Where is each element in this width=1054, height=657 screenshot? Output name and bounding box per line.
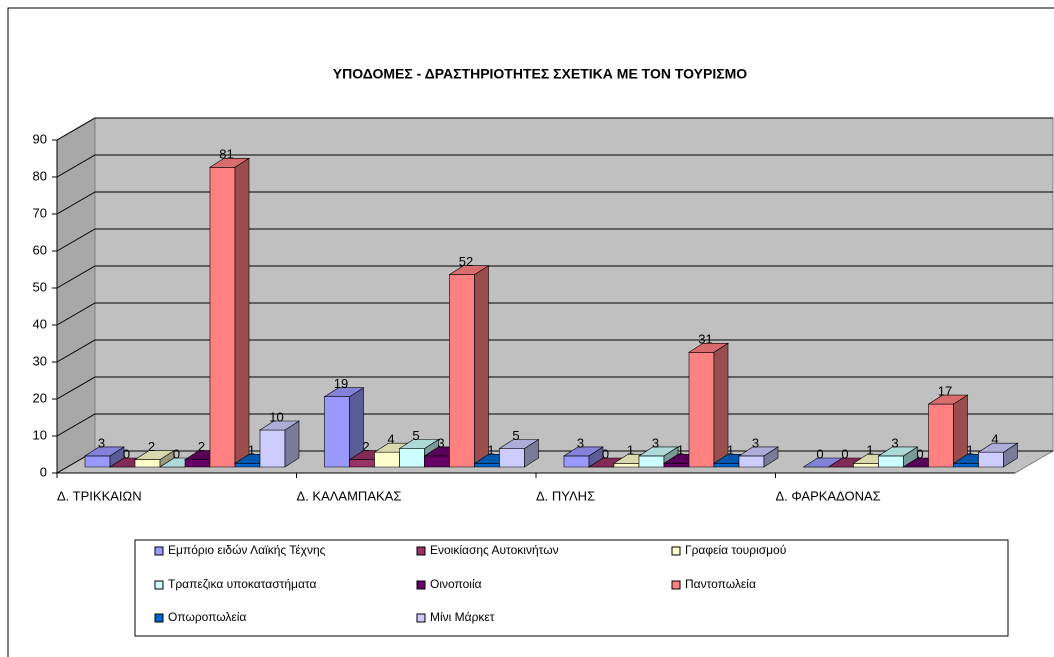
- data-label: 1: [866, 443, 873, 458]
- data-label: 1: [487, 443, 494, 458]
- bar: [977, 442, 1019, 468]
- data-label: 10: [269, 409, 283, 424]
- y-tick-label: 80: [33, 168, 47, 183]
- y-tick-label: 10: [33, 427, 47, 442]
- data-label: 4: [387, 432, 394, 447]
- y-tick-label: 40: [33, 316, 47, 331]
- bar: [83, 446, 126, 468]
- bar: [498, 438, 540, 468]
- bar: [208, 157, 251, 468]
- legend-label: Παντοπωλεία: [685, 577, 756, 591]
- legend-label: Ενοικίασης Αυτοκινήτων: [430, 543, 559, 557]
- data-label: 3: [577, 435, 584, 450]
- data-label: 0: [841, 446, 848, 461]
- legend-label: Οπωροπωλεία: [168, 610, 246, 624]
- y-tick-label: 70: [33, 205, 47, 220]
- x-tick-label: Δ. ΦΑΡΚΑΔΟΝΑΣ: [776, 488, 881, 503]
- grid-line: [56, 228, 1053, 252]
- x-tick-label: Δ. ΤΡΙΚΚΑΙΩΝ: [57, 488, 142, 503]
- grid-line: [56, 154, 1053, 178]
- legend-swatch: [416, 546, 426, 556]
- side-wall: [56, 117, 96, 474]
- grid-line: [56, 413, 1053, 437]
- data-label: 3: [98, 435, 105, 450]
- data-label: 2: [198, 439, 205, 454]
- legend-label: Οινοποιία: [430, 577, 482, 591]
- data-label: 0: [602, 446, 609, 461]
- grid-line: [56, 339, 1053, 363]
- bar: [133, 450, 176, 468]
- y-tick-label: 90: [33, 131, 47, 146]
- legend-swatch: [154, 613, 164, 623]
- bar: [448, 265, 490, 468]
- legend-swatch: [671, 580, 681, 590]
- data-label: 0: [816, 446, 823, 461]
- legend-swatch: [416, 613, 426, 623]
- grid-line: [56, 302, 1053, 326]
- data-label: 1: [627, 443, 634, 458]
- y-tick-label: 30: [33, 353, 47, 368]
- data-label: 81: [219, 147, 233, 162]
- data-label: 0: [173, 446, 180, 461]
- grid-line: [56, 191, 1053, 215]
- x-tick-label: Δ. ΠΥΛΗΣ: [536, 488, 595, 503]
- data-label: 0: [123, 446, 130, 461]
- bar: [927, 394, 969, 468]
- data-label: 31: [698, 332, 712, 347]
- data-label: 2: [148, 439, 155, 454]
- legend-swatch: [154, 580, 164, 590]
- data-label: 1: [727, 443, 734, 458]
- data-label: 0: [916, 446, 923, 461]
- y-tick-label: 50: [33, 279, 47, 294]
- legend-label: Τραπεζικα υποκαταστήματα: [168, 577, 316, 591]
- bar: [258, 420, 301, 468]
- data-label: 3: [652, 435, 659, 450]
- data-label: 2: [362, 439, 369, 454]
- data-label: 1: [248, 443, 255, 458]
- legend-label: Εμπόριο ειδών Λαϊκής Τέχνης: [168, 543, 326, 557]
- data-label: 5: [412, 428, 419, 443]
- data-label: 3: [752, 435, 759, 450]
- data-label: 5: [512, 428, 519, 443]
- y-tick-label: 20: [33, 390, 47, 405]
- bar: [323, 387, 365, 468]
- y-tick-label: 0: [40, 464, 47, 479]
- data-label: 19: [334, 376, 348, 391]
- legend-swatch: [416, 580, 426, 590]
- data-label: 1: [966, 443, 973, 458]
- chart-title: ΥΠΟΔΟΜΕΣ - ΔΡΑΣΤΗΡΙΟΤΗΤΕΣ ΣΧΕΤΙΚΑ ΜΕ ΤΟΝ…: [333, 66, 747, 82]
- legend-label: Γραφεία τουρισμού: [685, 543, 786, 557]
- data-label: 4: [991, 432, 998, 447]
- legend-swatch: [154, 546, 164, 556]
- bar: [737, 446, 780, 468]
- bar: [687, 342, 730, 468]
- data-label: 3: [891, 435, 898, 450]
- legend-swatch: [671, 546, 681, 556]
- data-label: 17: [938, 384, 952, 399]
- data-label: 3: [437, 435, 444, 450]
- grid-line: [56, 117, 1053, 141]
- grid-line: [56, 376, 1053, 400]
- legend-label: Μίνι Μάρκετ: [430, 610, 495, 624]
- legend-box: [134, 539, 1009, 637]
- data-label: 1: [677, 443, 684, 458]
- data-label: 52: [459, 254, 473, 269]
- bar: [637, 446, 680, 468]
- x-tick-label: Δ. ΚΑΛΑΜΠΑΚΑΣ: [297, 488, 402, 503]
- grid-line: [56, 265, 1053, 289]
- y-tick-label: 60: [33, 242, 47, 257]
